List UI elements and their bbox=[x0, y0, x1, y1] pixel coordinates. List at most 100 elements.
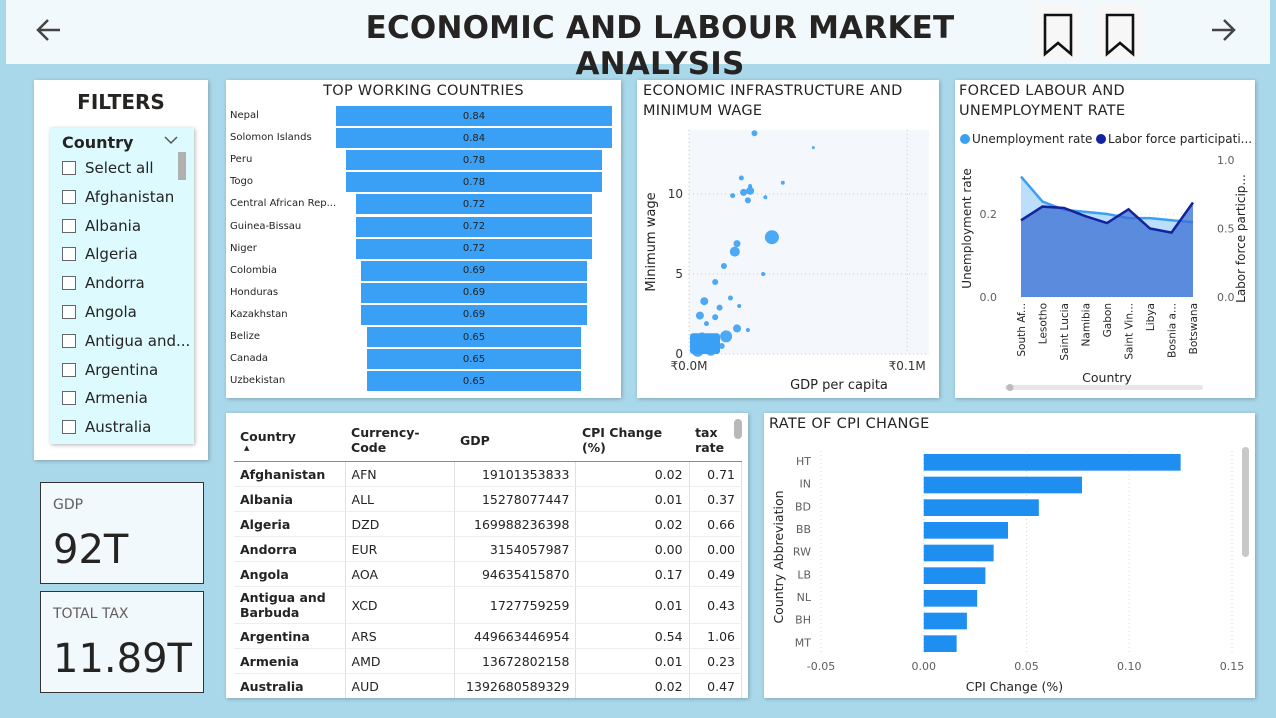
scatter-point bbox=[733, 324, 741, 333]
checkbox[interactable] bbox=[62, 189, 76, 204]
scatter-point bbox=[744, 197, 751, 204]
bar[interactable]: 0.72 bbox=[355, 238, 593, 259]
y-tick-label: 10 bbox=[668, 187, 683, 201]
top-working-chart: Nepal 0.84 Solomon Islands 0.84 Peru 0.78 Togo… bbox=[226, 106, 621, 396]
bar[interactable]: 0.84 bbox=[336, 106, 612, 126]
checkbox[interactable] bbox=[62, 276, 76, 291]
bar-label: Kazakhstan bbox=[230, 308, 288, 320]
scatter-point bbox=[730, 193, 736, 199]
column-header[interactable]: GDP bbox=[454, 419, 576, 462]
table-cell: 0.01 bbox=[575, 586, 690, 624]
table-row[interactable]: Afghanistan AFN 19101353833 0.02 0.71 bbox=[234, 461, 743, 487]
table-row[interactable]: Angola AOA 94635415870 0.17 0.49 bbox=[234, 561, 743, 587]
table-cell: 0.37 bbox=[689, 486, 743, 512]
checkbox[interactable] bbox=[62, 305, 76, 319]
column-header[interactable]: CPI Change (%) bbox=[575, 419, 690, 462]
bar[interactable]: 0.84 bbox=[336, 128, 612, 149]
checkbox[interactable] bbox=[62, 362, 76, 377]
y-tick-label: BD bbox=[795, 500, 811, 513]
x-tick-label: Bosnia a... bbox=[1167, 303, 1179, 358]
column-header[interactable]: tax rate bbox=[689, 419, 742, 462]
scatter-point bbox=[729, 246, 740, 257]
slicer-item[interactable]: Angola bbox=[62, 303, 137, 321]
checkbox[interactable] bbox=[62, 420, 76, 435]
table-row[interactable]: Armenia AMD 13672802158 0.01 0.23 bbox=[234, 648, 743, 674]
x-axis-label: GDP per capita bbox=[790, 378, 888, 393]
slicer-item-label: Australia bbox=[85, 418, 152, 437]
bar[interactable]: 0.72 bbox=[355, 194, 593, 215]
scatter-point bbox=[700, 297, 709, 306]
table-cell: 0.02 bbox=[575, 511, 690, 537]
checkbox[interactable] bbox=[62, 218, 76, 233]
bar bbox=[923, 567, 986, 584]
table-row[interactable]: Australia AUD 1392680589329 0.02 0.47 bbox=[234, 673, 743, 698]
table-cell: 15278077447 bbox=[454, 486, 577, 512]
scatter-point bbox=[738, 175, 744, 181]
bar[interactable]: 0.65 bbox=[367, 349, 581, 370]
bar-label: Nepal bbox=[230, 110, 259, 121]
bar[interactable]: 0.65 bbox=[367, 371, 581, 392]
bar bbox=[923, 544, 994, 562]
table-row[interactable]: Albania ALL 15278077447 0.01 0.37 bbox=[234, 486, 743, 512]
bar[interactable]: 0.69 bbox=[360, 282, 588, 303]
table-row[interactable]: Andorra EUR 3154057987 0.00 0.00 bbox=[234, 536, 743, 562]
bar-label: Central African Rep... bbox=[230, 198, 337, 210]
table-row[interactable]: Algeria DZD 169988236398 0.02 0.66 bbox=[234, 511, 743, 537]
scatter-point bbox=[811, 146, 815, 150]
scatter-point bbox=[764, 230, 779, 245]
checkbox[interactable] bbox=[62, 247, 76, 262]
table-scrollbar[interactable] bbox=[734, 419, 742, 439]
labor-line bbox=[1020, 201, 1195, 234]
table-cell: 94635415870 bbox=[454, 561, 577, 587]
scatter-cluster bbox=[690, 333, 720, 354]
slicer-item[interactable]: Antigua and... bbox=[62, 332, 190, 350]
y-tick-label: IN bbox=[800, 478, 811, 491]
slicer-item[interactable]: Australia bbox=[62, 418, 151, 436]
bookmark-icon[interactable] bbox=[1034, 4, 1082, 60]
bar[interactable]: 0.72 bbox=[355, 216, 593, 237]
bar[interactable]: 0.78 bbox=[345, 150, 603, 171]
checkbox[interactable] bbox=[62, 333, 76, 348]
bookmark-icon[interactable] bbox=[1096, 4, 1144, 60]
country-slicer[interactable]: Country Select all Afghanistan Albania Alge… bbox=[50, 128, 194, 444]
arrow-left-icon[interactable] bbox=[34, 15, 64, 51]
scatter-point bbox=[720, 330, 733, 343]
bar[interactable]: 0.78 bbox=[345, 172, 603, 193]
bar[interactable]: 0.65 bbox=[367, 327, 581, 347]
table-row[interactable]: Antigua and Barbuda XCD 1727759259 0.01 0.43 bbox=[234, 586, 743, 624]
table-cell: Andorra bbox=[234, 536, 346, 562]
table-row[interactable]: Argentina ARS 449663446954 0.54 1.06 bbox=[234, 623, 743, 649]
y-tick-label: BH bbox=[795, 614, 811, 627]
slicer-item[interactable]: Afghanistan bbox=[62, 188, 174, 206]
slicer-item[interactable]: Albania bbox=[62, 217, 141, 235]
y-tick-label: HT bbox=[796, 455, 811, 468]
checkbox[interactable] bbox=[62, 391, 76, 406]
column-header[interactable]: Currency-Code bbox=[345, 419, 454, 462]
x-tick-label: Saint Lucia bbox=[1059, 303, 1071, 361]
x-tick-label: 0.05 bbox=[1014, 660, 1039, 673]
scatter-point bbox=[718, 343, 725, 349]
x-tick-label: Lesotho bbox=[1038, 303, 1050, 344]
slicer-item[interactable]: Algeria bbox=[62, 245, 138, 263]
arrow-right-icon[interactable] bbox=[1208, 15, 1238, 51]
bar[interactable]: 0.69 bbox=[360, 260, 588, 281]
slicer-item[interactable]: Armenia bbox=[62, 389, 148, 407]
bar-label: Guinea-Bissau bbox=[230, 220, 302, 232]
scatter-point bbox=[695, 311, 704, 320]
bar[interactable]: 0.69 bbox=[360, 304, 588, 325]
y-tick-label: RW bbox=[793, 546, 811, 559]
chevron-down-icon[interactable] bbox=[164, 134, 178, 148]
infra-title-line1: ECONOMIC INFRASTRUCTURE AND bbox=[643, 83, 903, 99]
sort-ascending-icon[interactable]: ▲ bbox=[244, 443, 250, 452]
checkbox[interactable] bbox=[62, 161, 76, 175]
table-cell: 0.02 bbox=[575, 673, 690, 698]
x-tick-label: Namibia bbox=[1081, 303, 1093, 346]
unemployment-line bbox=[1020, 175, 1194, 224]
slicer-item[interactable]: Andorra bbox=[62, 274, 145, 292]
slicer-item[interactable]: Argentina bbox=[62, 361, 158, 379]
column-header[interactable]: Country ▲ bbox=[234, 419, 346, 462]
slicer-item[interactable]: Select all bbox=[62, 159, 154, 177]
slicer-scrollbar[interactable] bbox=[178, 152, 186, 180]
legend-dot bbox=[960, 134, 970, 144]
h-scrollbar bbox=[1005, 385, 1203, 390]
